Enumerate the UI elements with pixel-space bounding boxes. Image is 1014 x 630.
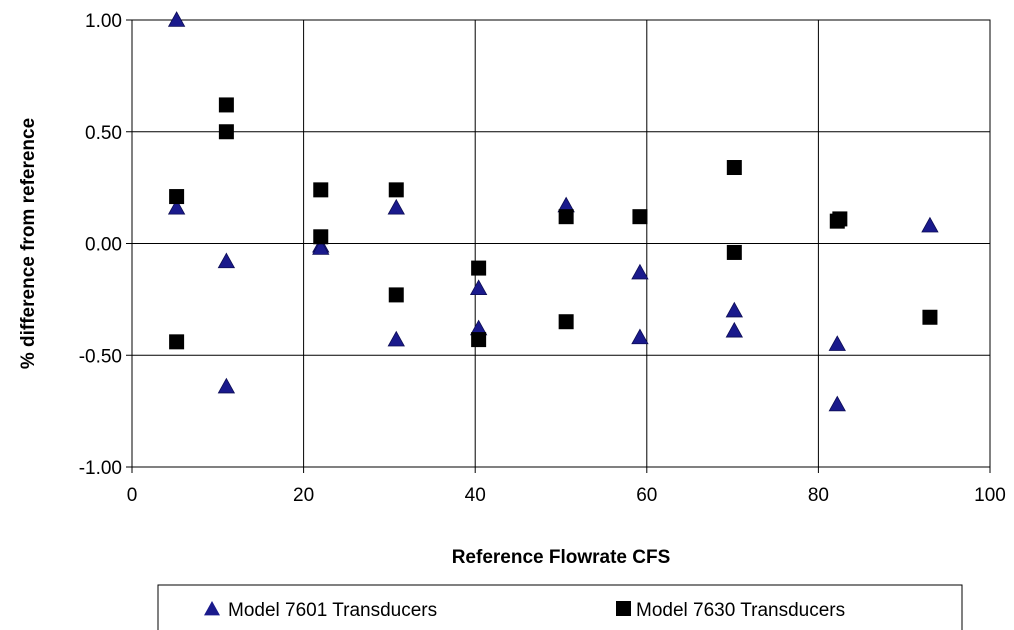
series-7601-point <box>167 11 186 27</box>
series-7601-point <box>631 328 649 345</box>
series-7601-point <box>725 301 743 318</box>
series-7630-point <box>388 182 404 198</box>
legend: Model 7601 Transducers Model 7630 Transd… <box>157 584 963 630</box>
series-7630-point <box>313 229 329 245</box>
series-7601-point <box>312 239 330 255</box>
series-7630-point <box>169 334 185 350</box>
series-7630-point <box>388 287 404 303</box>
series-7630-point <box>632 209 648 225</box>
series-7601-point <box>828 335 846 351</box>
series-7601-point <box>725 321 743 338</box>
legend-label-7630: Model 7630 Transducers <box>636 600 845 621</box>
series-7601-point <box>167 198 186 215</box>
series-7630-point <box>471 260 487 276</box>
series-7630-point <box>169 189 185 205</box>
legend-item-7601: Model 7601 Transducers <box>204 600 437 621</box>
y-tick-label: -1.00 <box>79 458 122 479</box>
series-7601-point <box>217 377 236 394</box>
series-7601-point <box>828 395 846 412</box>
series-7601-point <box>631 263 649 280</box>
y-axis-ticks: -1.00 -0.50 0.00 0.50 1.00 <box>79 11 132 479</box>
data-points <box>167 11 939 412</box>
x-tick-label: 20 <box>293 485 314 506</box>
series-7630-point <box>218 97 234 113</box>
series-7601-point <box>217 252 236 269</box>
series-7601-point <box>387 330 405 347</box>
y-tick-label: 0.50 <box>85 123 122 144</box>
x-tick-label: 0 <box>127 485 138 506</box>
x-axis-ticks: 0 20 40 60 80 100 <box>127 467 1006 506</box>
legend-box <box>157 584 963 630</box>
x-axis-title: Reference Flowrate CFS <box>452 547 671 568</box>
series-7630-point <box>922 309 938 325</box>
series-7630-point <box>558 209 574 225</box>
legend-item-7630: Model 7630 Transducers <box>616 600 845 621</box>
series-7630-point <box>832 211 848 227</box>
y-tick-label: 1.00 <box>85 11 122 32</box>
series-7630-point <box>726 244 742 260</box>
series-7630-point <box>313 182 329 198</box>
x-tick-label: 100 <box>974 485 1006 506</box>
x-tick-label: 60 <box>636 485 657 506</box>
x-tick-label: 40 <box>465 485 486 506</box>
legend-triangle-marker <box>204 601 220 616</box>
series-7630-point <box>218 124 234 140</box>
series-7601-point <box>469 279 488 296</box>
series-7630-point <box>558 314 574 330</box>
x-tick-label: 80 <box>808 485 829 506</box>
gridlines <box>132 20 990 467</box>
series-7630-point <box>726 160 742 176</box>
y-tick-label: 0.00 <box>85 235 122 256</box>
series-7630-point <box>471 332 487 348</box>
y-tick-label: -0.50 <box>79 346 122 367</box>
legend-square-marker <box>616 601 631 616</box>
series-7601-point <box>387 198 405 215</box>
y-axis-title: % difference from reference <box>18 118 39 369</box>
legend-label-7601: Model 7601 Transducers <box>228 600 437 621</box>
series-7601-point <box>921 216 939 233</box>
